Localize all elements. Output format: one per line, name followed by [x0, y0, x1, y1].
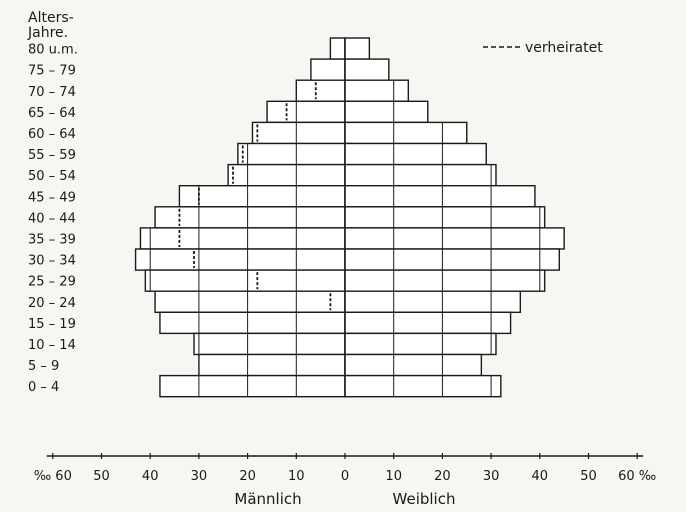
bar-female [344, 374, 502, 398]
bar-female [344, 269, 546, 292]
bar-male [193, 332, 346, 356]
x-tick-label: 50 [580, 469, 597, 484]
x-label-male: Männlich [234, 490, 301, 508]
legend: verheiratet [483, 40, 603, 56]
age-label: 40 – 44 [28, 211, 76, 226]
bar-male [198, 353, 346, 377]
age-label: 5 – 9 [28, 359, 59, 374]
age-label: 80 u.m. [28, 43, 78, 58]
bar-male [154, 206, 346, 229]
bar-female [344, 353, 483, 377]
bar-male [178, 184, 346, 208]
bar-female [344, 163, 497, 187]
age-label: 70 – 74 [28, 85, 76, 100]
married-markers [178, 82, 332, 311]
x-label-female: Weiblich [393, 490, 456, 508]
bar-male [251, 121, 346, 145]
age-label: 25 – 29 [28, 275, 76, 290]
x-tick-label: 40 [142, 469, 159, 484]
x-axis: ‰ 60 50 40 30 20 10 0 10 20 30 40 50 60 ‰ [34, 453, 656, 484]
x-tick-label: 10 [385, 469, 402, 484]
bar-male [237, 142, 346, 166]
bar-female [344, 248, 560, 271]
bar-male [159, 311, 346, 335]
bar-female [344, 142, 487, 166]
age-label: 30 – 34 [28, 254, 76, 269]
x-tick-label: 30 [191, 469, 208, 484]
bar-female [344, 121, 468, 145]
bar-male [144, 269, 346, 292]
bar-male [266, 100, 346, 124]
x-tick-label: ‰ 60 [34, 469, 72, 484]
age-label: 75 – 79 [28, 64, 76, 79]
bar-female [344, 100, 429, 124]
grid-lines [149, 38, 541, 397]
bar-male [227, 163, 346, 187]
age-axis-title: Alters-Jahre. [27, 10, 74, 41]
bar-female [344, 58, 390, 81]
age-label: 10 – 14 [28, 338, 76, 353]
age-label: 20 – 24 [28, 296, 76, 311]
age-label: 65 – 64 [28, 106, 76, 121]
x-tick-label: 50 [93, 469, 110, 484]
age-label: 0 – 4 [28, 380, 59, 395]
x-tick-label: 30 [483, 469, 500, 484]
bar-male [159, 374, 346, 398]
bar-male [295, 79, 346, 102]
legend-married-label: verheiratet [525, 40, 603, 56]
bar-female [344, 79, 410, 102]
bar-male [154, 290, 346, 314]
bar-female [344, 311, 512, 335]
age-label: 15 – 19 [28, 317, 76, 332]
x-tick-label: 20 [239, 469, 256, 484]
age-label: 55 – 59 [28, 148, 76, 163]
bar-female [344, 37, 371, 60]
bar-male [134, 248, 346, 271]
age-label: 50 – 54 [28, 169, 76, 184]
bar-female [344, 206, 546, 229]
age-label: 60 – 64 [28, 127, 76, 142]
x-tick-label: 40 [532, 469, 549, 484]
bar-female [344, 184, 536, 208]
bar-male [139, 227, 346, 250]
age-axis-title-line: Alters- [28, 10, 74, 26]
age-axis-title-line: Jahre. [27, 25, 68, 41]
bars [134, 37, 565, 398]
bar-male [329, 37, 346, 60]
x-tick-label: 10 [288, 469, 305, 484]
bar-female [344, 227, 565, 250]
age-label: 45 – 49 [28, 190, 76, 205]
x-tick-label: 60 ‰ [618, 469, 656, 484]
x-tick-label: 0 [341, 469, 349, 484]
bar-female [344, 290, 522, 314]
age-label: 35 – 39 [28, 232, 76, 247]
bar-female [344, 332, 497, 356]
bar-male [310, 58, 346, 81]
x-tick-label: 20 [434, 469, 451, 484]
age-group-labels: 80 u.m. 75 – 79 70 – 74 65 – 64 60 – 64 55 – … [28, 43, 78, 396]
